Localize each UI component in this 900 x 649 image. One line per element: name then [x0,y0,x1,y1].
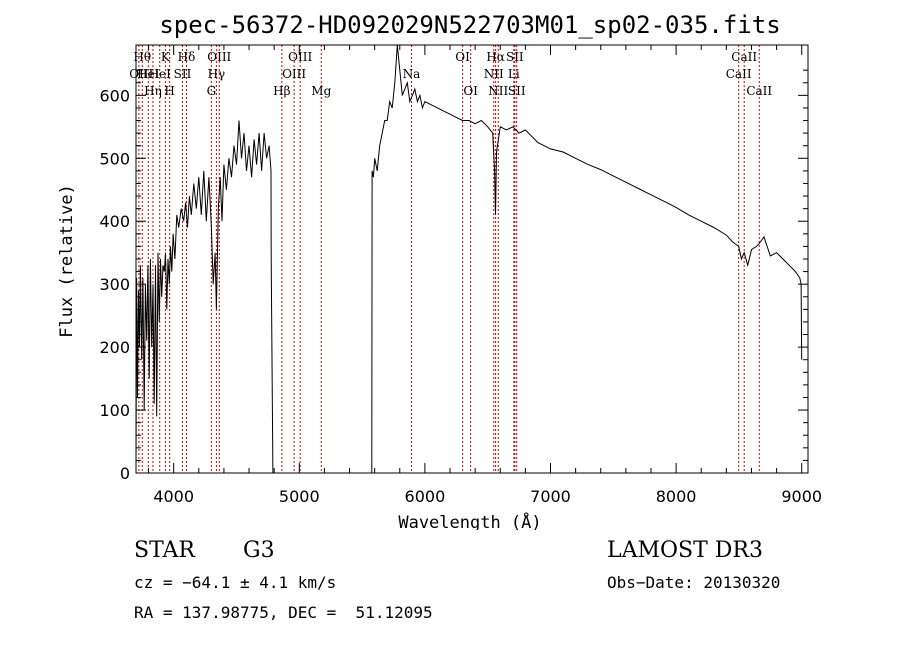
line-label: G [207,84,217,98]
spectral-line-labels: OIIHθHeIHηHeIKHSIIHδGHγOIIIHβOIIIOIIIMgN… [129,50,772,98]
survey-name: LAMOST DR3 [607,538,763,563]
object-class: G3 [243,538,275,563]
x-tick-label: 9000 [781,487,822,506]
line-label: SII [508,84,526,98]
line-label: OIII [282,67,306,81]
line-label: CaII [746,84,772,98]
y-tick-label: 0 [120,464,130,483]
x-axis-label: Wavelength (Å) [398,511,541,530]
line-label: Li [508,67,520,81]
line-label: OIII [288,50,312,64]
line-label: HeI [149,67,172,81]
spectral-line-markers [138,45,760,473]
y-axis-ticks: 0 100 200 300 400 500 600 [99,69,808,483]
y-axis-label: Flux (relative) [57,184,77,338]
chart-title: spec-56372-HD092029N522703M01_sp02-035.f… [159,11,780,39]
line-label: CaII [726,67,752,81]
x-axis-ticks: 4000 5000 6000 7000 8000 9000 [148,45,822,506]
y-tick-label: 500 [99,149,130,168]
line-label: Hη [144,84,162,98]
x-tick-label: 4000 [153,487,194,506]
spectrum-chart: OIIHθHeIHηHeIKHSIIHδGHγOIIIHβOIIIOIIIMgN… [57,11,822,530]
line-label: CaII [731,50,757,64]
line-label: OI [455,50,470,64]
line-label: Na [403,67,421,81]
line-label: H [164,84,174,98]
line-label: Hδ [178,50,196,64]
line-label: Mg [311,84,331,98]
x-tick-label: 7000 [530,487,571,506]
y-tick-label: 100 [99,401,130,420]
x-tick-label: 8000 [656,487,697,506]
line-label: NII [488,84,508,98]
spectrum-line [135,44,803,474]
line-label: K [161,50,171,64]
x-tick-label: 5000 [279,487,320,506]
plot-frame [135,44,809,474]
y-tick-label: 600 [99,86,130,105]
line-label: Hα [486,50,505,64]
x-tick-label: 6000 [405,487,446,506]
y-tick-label: 300 [99,275,130,294]
line-label: OI [463,84,478,98]
line-label: Hθ [133,50,151,64]
line-label: HeI [137,67,160,81]
line-label: SII [506,50,524,64]
observation-date: Obs−Date: 20130320 [607,573,781,592]
line-label: Hβ [273,84,290,98]
y-tick-label: 200 [99,338,130,357]
line-label: OII [129,67,149,81]
object-type: STAR [134,538,195,563]
line-label: OIII [207,50,231,64]
line-label: SII [174,67,192,81]
y-tick-label: 400 [99,212,130,231]
line-label: Hγ [208,67,226,81]
line-label: NII [484,67,504,81]
ra-dec-coordinates: RA = 137.98775, DEC = 51.12095 [134,603,433,622]
redshift-cz: cz = −64.1 ± 4.1 km/s [134,573,337,592]
